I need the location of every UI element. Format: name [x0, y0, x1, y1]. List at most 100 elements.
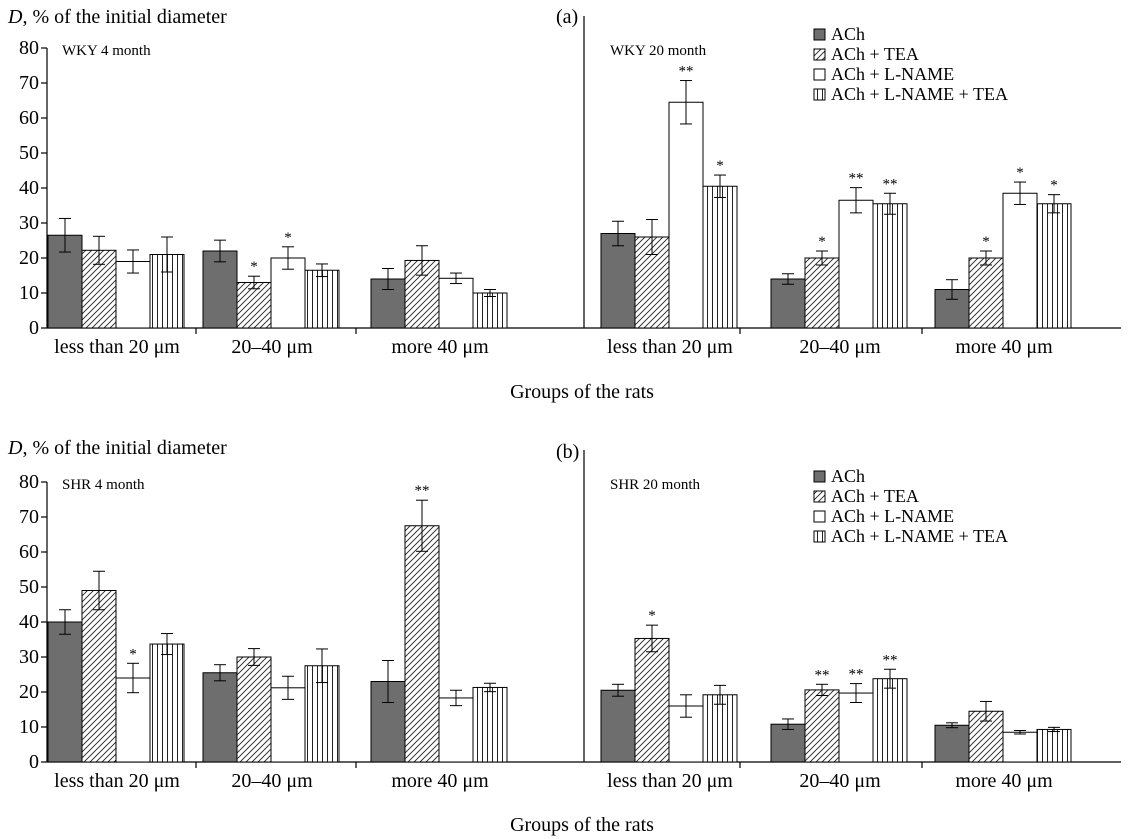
category-label: 20–40 μm	[799, 770, 881, 792]
bar	[81, 590, 117, 763]
significance-label: *	[1016, 165, 1024, 181]
y-tick-label: 40	[19, 611, 39, 633]
bar	[702, 185, 738, 329]
bar	[438, 277, 474, 329]
bar	[838, 199, 874, 329]
significance-label: **	[883, 176, 898, 192]
bar	[770, 723, 806, 763]
y-tick-label: 0	[29, 751, 39, 773]
category-label: less than 20 μm	[607, 770, 733, 792]
category-label: more 40 μm	[391, 336, 489, 358]
y-tick-label: 30	[19, 646, 39, 668]
category-label: less than 20 μm	[54, 336, 180, 358]
bar	[236, 282, 272, 329]
bar	[968, 257, 1004, 329]
significance-label: *	[250, 259, 258, 275]
significance-label: *	[818, 234, 826, 250]
significance-label: *	[716, 158, 724, 174]
legend-swatch	[813, 68, 826, 81]
bar	[1002, 731, 1038, 763]
x-axis-label: Groups of the rats	[510, 381, 654, 403]
bar	[472, 292, 508, 329]
y-tick-label: 20	[19, 247, 39, 269]
legend-entry: ACh + L-NAME	[831, 506, 954, 526]
group-label: WKY 4 month	[62, 43, 151, 59]
group-label: SHR 4 month	[62, 477, 145, 493]
panel-label: (a)	[556, 6, 578, 28]
panel-b: D, % of the initial diameter (b) Groups …	[7, 437, 1121, 836]
bar	[304, 269, 340, 329]
legend-swatch	[813, 530, 826, 543]
bar	[668, 101, 704, 329]
bar	[872, 203, 908, 329]
bar	[1002, 192, 1038, 329]
bar	[404, 525, 440, 763]
y-tick-label: 50	[19, 576, 39, 598]
bar	[202, 250, 238, 329]
bar	[1036, 728, 1072, 763]
legend-entry: ACh + L-NAME + TEA	[831, 84, 1008, 104]
legend-entry: ACh + L-NAME + TEA	[831, 526, 1008, 546]
bar	[702, 694, 738, 763]
legend-swatch	[813, 48, 826, 61]
y-axis-label: D, % of the initial diameter	[7, 6, 227, 28]
plot-area: 0 10 20 30 40 50 60 70 80 SHR 4 month less than 20…	[19, 450, 1121, 792]
significance-label: **	[849, 171, 864, 187]
significance-label: *	[982, 234, 990, 250]
category-label: more 40 μm	[955, 336, 1053, 358]
bar	[472, 686, 508, 763]
x-axis-label: Groups of the rats	[510, 814, 654, 836]
legend-swatch	[813, 88, 826, 101]
legend-swatch	[813, 510, 826, 523]
panel-label: (b)	[556, 441, 579, 463]
category-label: 20–40 μm	[231, 336, 313, 358]
y-tick-label: 10	[19, 716, 39, 738]
legend-swatch	[813, 470, 826, 483]
bar	[202, 672, 238, 763]
legend-entry: ACh + TEA	[831, 44, 919, 64]
bar	[47, 234, 83, 329]
y-tick-label: 30	[19, 212, 39, 234]
y-tick-label: 10	[19, 282, 39, 304]
legend-entry: ACh + TEA	[831, 486, 919, 506]
bar	[438, 697, 474, 763]
significance-label: **	[849, 667, 864, 683]
bar	[1036, 203, 1072, 329]
significance-label: **	[679, 64, 694, 80]
bar	[804, 257, 840, 329]
group-label: WKY 20 month	[610, 43, 707, 59]
significance-label: *	[648, 608, 656, 624]
bar	[236, 656, 272, 763]
y-tick-label: 80	[19, 37, 39, 59]
y-tick-label: 0	[29, 317, 39, 339]
bar	[804, 689, 840, 763]
significance-label: **	[415, 483, 430, 499]
category-label: more 40 μm	[391, 770, 489, 792]
bar	[47, 621, 83, 763]
category-label: less than 20 μm	[54, 770, 180, 792]
category-label: more 40 μm	[955, 770, 1053, 792]
y-tick-label: 40	[19, 177, 39, 199]
y-tick-label: 80	[19, 471, 39, 493]
bar	[600, 689, 636, 763]
bar	[934, 724, 970, 763]
significance-label: *	[284, 230, 292, 246]
panel-a: D, % of the initial diameter (a) Groups …	[7, 6, 1121, 403]
y-tick-label: 20	[19, 681, 39, 703]
y-tick-label: 70	[19, 506, 39, 528]
bar	[838, 692, 874, 763]
y-tick-label: 70	[19, 72, 39, 94]
significance-label: **	[815, 667, 830, 683]
legend-entry: ACh	[831, 24, 865, 44]
plot-area: 0 10 20 30 40 50 60 70 80 WKY 4 month less than 20…	[19, 16, 1121, 358]
bar	[872, 678, 908, 763]
y-tick-label: 60	[19, 541, 39, 563]
legend-entry: ACh	[831, 466, 865, 486]
y-axis-label: D, % of the initial diameter	[7, 437, 227, 459]
y-tick-label: 60	[19, 107, 39, 129]
bar	[600, 233, 636, 329]
category-label: less than 20 μm	[607, 336, 733, 358]
legend-swatch	[813, 490, 826, 503]
